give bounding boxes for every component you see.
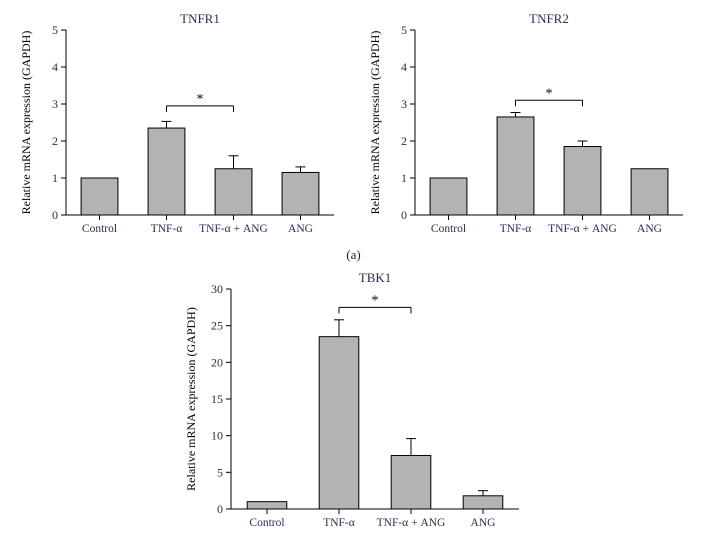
svg-text:*: * bbox=[197, 92, 204, 107]
svg-text:15: 15 bbox=[211, 392, 223, 406]
svg-text:TNFR1: TNFR1 bbox=[180, 11, 220, 26]
svg-text:ANG: ANG bbox=[470, 517, 495, 529]
panel-label-a: (a) bbox=[10, 247, 697, 263]
svg-text:10: 10 bbox=[211, 429, 223, 443]
svg-text:1: 1 bbox=[401, 171, 407, 185]
svg-text:4: 4 bbox=[52, 60, 58, 74]
svg-text:25: 25 bbox=[211, 319, 223, 333]
svg-text:Relative mRNA expression (GAPD: Relative mRNA expression (GAPDH) bbox=[19, 31, 33, 215]
svg-text:Control: Control bbox=[249, 517, 284, 529]
svg-text:Control: Control bbox=[82, 223, 117, 235]
svg-text:TNF-α: TNF-α bbox=[323, 517, 355, 529]
svg-text:TNF-α: TNF-α bbox=[151, 223, 183, 235]
svg-text:0: 0 bbox=[52, 208, 58, 222]
svg-text:TBK1: TBK1 bbox=[358, 270, 391, 285]
svg-text:ANG: ANG bbox=[288, 223, 313, 235]
svg-text:3: 3 bbox=[52, 97, 58, 111]
svg-text:Control: Control bbox=[431, 223, 466, 235]
svg-text:5: 5 bbox=[52, 23, 58, 37]
svg-text:0: 0 bbox=[217, 502, 223, 516]
tnfr2-chart: TNFR2 0 1 2 3 4 5 Relative mRNA expression (GAP… bbox=[363, 10, 693, 245]
svg-text:TNF-α: TNF-α bbox=[499, 223, 531, 235]
svg-text:2: 2 bbox=[52, 134, 58, 148]
svg-text:2: 2 bbox=[401, 134, 407, 148]
svg-text:*: * bbox=[545, 86, 552, 101]
svg-text:5: 5 bbox=[217, 465, 223, 479]
svg-text:TNF-α + ANG: TNF-α + ANG bbox=[376, 517, 445, 529]
svg-text:ANG: ANG bbox=[637, 223, 662, 235]
svg-text:30: 30 bbox=[211, 282, 223, 296]
svg-text:3: 3 bbox=[401, 97, 407, 111]
svg-text:5: 5 bbox=[401, 23, 407, 37]
svg-text:0: 0 bbox=[401, 208, 407, 222]
svg-text:Relative mRNA expression (GAPD: Relative mRNA expression (GAPDH) bbox=[368, 31, 382, 215]
svg-text:*: * bbox=[371, 293, 378, 308]
svg-text:TNFR2: TNFR2 bbox=[529, 11, 569, 26]
svg-text:Relative mRNA expression (GAPD: Relative mRNA expression (GAPDH) bbox=[184, 307, 198, 491]
svg-text:TNF-α + ANG: TNF-α + ANG bbox=[199, 223, 268, 235]
svg-text:20: 20 bbox=[211, 355, 223, 369]
tnfr1-chart: TNFR1 0 1 2 3 4 5 Relative mRNA expression (GAP… bbox=[14, 10, 344, 245]
svg-text:4: 4 bbox=[401, 60, 407, 74]
tbk1-chart: TBK1 0 5 10 15 20 25 30 Relative mRNA expression… bbox=[179, 269, 529, 539]
svg-text:1: 1 bbox=[52, 171, 58, 185]
svg-text:TNF-α + ANG: TNF-α + ANG bbox=[548, 223, 617, 235]
